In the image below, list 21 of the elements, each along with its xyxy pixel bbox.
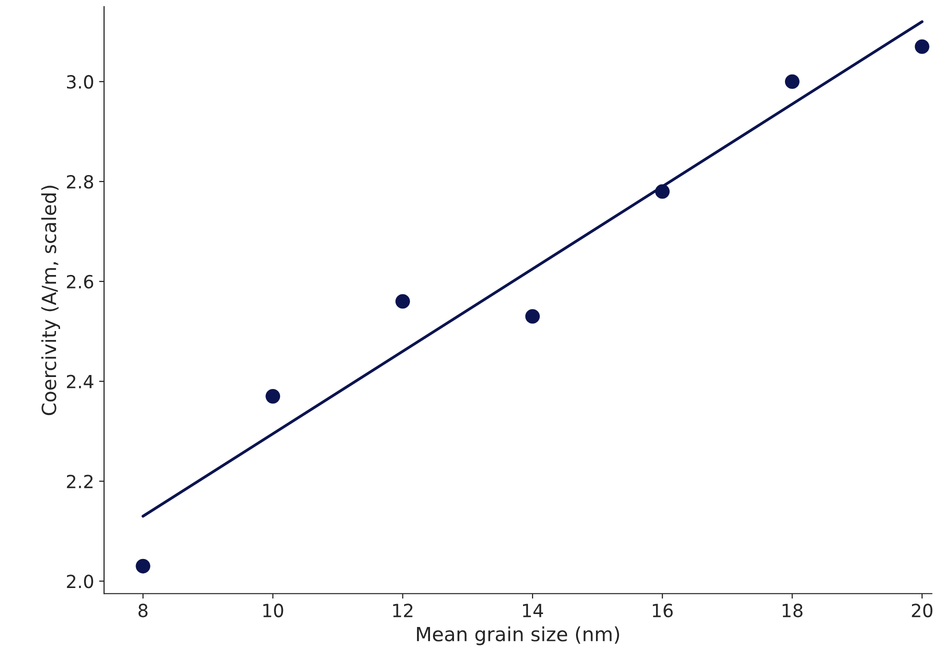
y-tick-label: 2.6 — [66, 274, 94, 289]
point — [914, 39, 930, 54]
x-tick-label: 16 — [652, 604, 673, 618]
y-tick-label: 2.4 — [66, 374, 94, 388]
y-tick-label: 2.0 — [66, 574, 94, 588]
y-axis-title: Coercivity (A/m, scaled) — [41, 186, 60, 416]
x-tick-label: 18 — [782, 604, 802, 618]
x-tick-label: 20 — [912, 604, 932, 618]
point — [395, 294, 410, 309]
x-tick-label: 10 — [263, 604, 284, 618]
point — [266, 389, 280, 404]
x-tick-label: 14 — [523, 604, 544, 618]
point — [525, 309, 540, 324]
point — [136, 558, 150, 574]
y-tick-label: 2.2 — [66, 474, 93, 488]
x-axis-title: Mean grain size (nm) — [417, 626, 620, 646]
y-tick-label: 3.0 — [67, 75, 94, 89]
y-tick-label: 2.8 — [66, 174, 94, 189]
x-tick-label: 8 — [138, 604, 148, 618]
x-tick-label: 12 — [393, 604, 412, 618]
point — [784, 74, 800, 89]
